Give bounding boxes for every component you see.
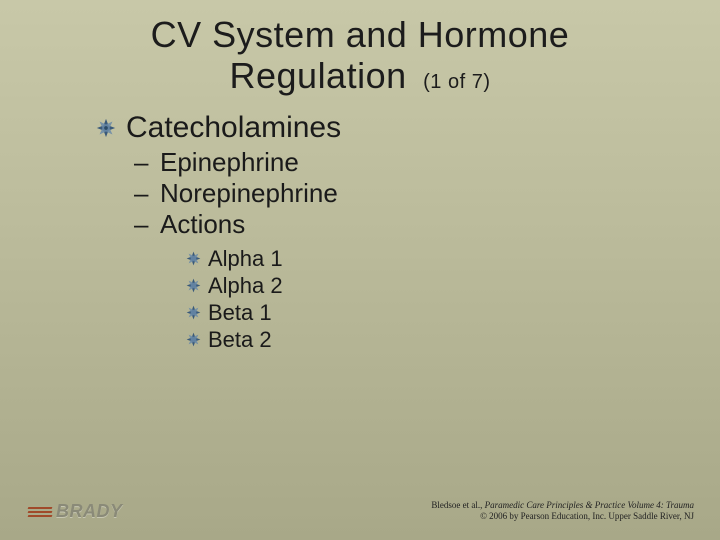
bullet-level-2: – Norepinephrine: [134, 178, 720, 209]
bullet-level-1: Catecholamines: [96, 111, 720, 145]
citation-book-title: Paramedic Care Principles & Practice Vol…: [485, 500, 694, 510]
title-line-1: CV System and Hormone: [0, 14, 720, 55]
bullet-level-3: Alpha 1: [186, 246, 720, 272]
star-bullet-icon: [96, 118, 116, 138]
title-line-2: Regulation (1 of 7): [0, 55, 720, 96]
citation-line-1: Bledsoe et al., Paramedic Care Principle…: [431, 500, 694, 511]
title-pager: (1 of 7): [423, 71, 490, 93]
level-2-list: – Epinephrine – Norepinephrine – Actions: [96, 147, 720, 240]
l3-label: Beta 2: [208, 327, 272, 353]
star-bullet-icon: [186, 305, 201, 320]
slide-title: CV System and Hormone Regulation (1 of 7…: [0, 0, 720, 103]
dash-bullet-icon: –: [134, 209, 160, 240]
citation-line-2: © 2006 by Pearson Education, Inc. Upper …: [431, 511, 694, 522]
star-bullet-icon: [186, 251, 201, 266]
citation-authors: Bledsoe et al.,: [431, 500, 484, 510]
content-area: Catecholamines – Epinephrine – Norepinep…: [0, 103, 720, 353]
l2-label: Epinephrine: [160, 147, 299, 178]
l1-label: Catecholamines: [126, 111, 341, 145]
star-bullet-icon: [186, 278, 201, 293]
bullet-level-3: Alpha 2: [186, 273, 720, 299]
l2-label: Actions: [160, 209, 245, 240]
star-bullet-icon: [186, 332, 201, 347]
logo-bars-icon: [28, 506, 52, 518]
l2-label: Norepinephrine: [160, 178, 338, 209]
title-line-2-text: Regulation: [230, 55, 407, 96]
bullet-level-2: – Actions: [134, 209, 720, 240]
l3-label: Beta 1: [208, 300, 272, 326]
logo-text: BRADY: [56, 501, 123, 522]
footer-logo: BRADY: [28, 501, 123, 522]
footer-citation: Bledsoe et al., Paramedic Care Principle…: [431, 500, 694, 523]
level-3-list: Alpha 1 Alpha 2 Beta 1: [96, 246, 720, 353]
slide: CV System and Hormone Regulation (1 of 7…: [0, 0, 720, 540]
l3-label: Alpha 2: [208, 273, 283, 299]
bullet-level-3: Beta 1: [186, 300, 720, 326]
l3-label: Alpha 1: [208, 246, 283, 272]
bullet-level-3: Beta 2: [186, 327, 720, 353]
dash-bullet-icon: –: [134, 147, 160, 178]
bullet-level-2: – Epinephrine: [134, 147, 720, 178]
dash-bullet-icon: –: [134, 178, 160, 209]
